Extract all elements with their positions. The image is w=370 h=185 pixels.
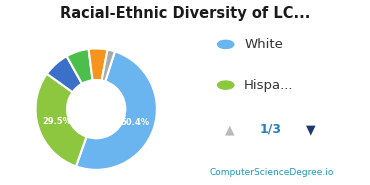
Wedge shape [76,51,157,170]
Text: 29.5%: 29.5% [42,117,71,126]
Text: 50.4%: 50.4% [121,118,150,127]
Wedge shape [47,56,82,92]
Text: ▼: ▼ [306,123,316,136]
Wedge shape [36,74,87,166]
Wedge shape [88,48,108,80]
Text: ComputerScienceDegree.io: ComputerScienceDegree.io [210,168,334,176]
Text: ▲: ▲ [225,123,234,136]
Text: 1/3: 1/3 [259,123,281,136]
Text: White: White [244,38,283,51]
Wedge shape [67,49,92,84]
Text: Racial-Ethnic Diversity of LC...: Racial-Ethnic Diversity of LC... [60,6,310,21]
Wedge shape [102,50,115,81]
Text: Hispa...: Hispa... [244,79,294,92]
